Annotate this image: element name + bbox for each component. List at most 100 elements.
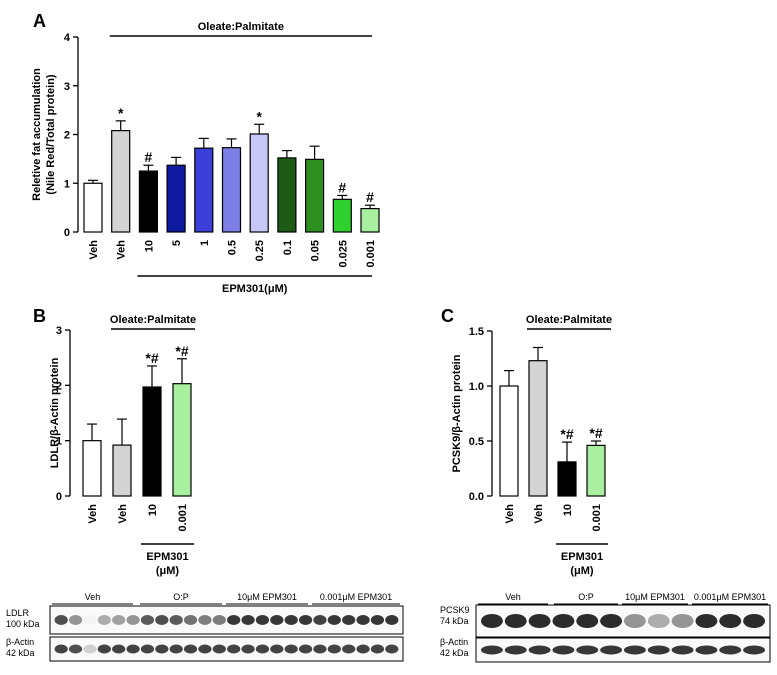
- blot-band: [126, 644, 140, 654]
- panel-b: B 0 1 2 3 LDLR/β-Actin protein Veh Veh *# 10 *# 0.0…: [33, 306, 196, 577]
- blot-band: [719, 645, 742, 655]
- bar: [138, 170, 158, 233]
- blot-band: [112, 615, 126, 625]
- significance-label: #: [338, 179, 346, 195]
- bar: [111, 130, 131, 233]
- blot-group-label: 10μM EPM301: [625, 592, 685, 602]
- bar: [586, 444, 606, 497]
- significance-label: *#: [145, 350, 158, 366]
- y-tick-label: 0: [64, 227, 70, 239]
- blot-row-label: β-Actin: [440, 637, 468, 647]
- dose-label: EPM301: [561, 551, 603, 563]
- blot-band: [298, 644, 313, 654]
- significance-label: *#: [589, 425, 602, 441]
- blot-band: [198, 644, 212, 654]
- blot-band: [528, 645, 551, 655]
- blot-group-label: Veh: [505, 592, 521, 602]
- blot-band: [385, 615, 399, 625]
- blot-band: [83, 644, 97, 654]
- bar: [172, 383, 192, 497]
- x-tick-label: 0.025: [337, 240, 349, 268]
- x-tick-label: 0.001: [365, 240, 377, 268]
- blot-band: [97, 615, 111, 625]
- x-tick-label: Veh: [533, 504, 545, 524]
- blot-band: [298, 615, 313, 625]
- blot-band: [155, 644, 169, 654]
- blot-band: [719, 614, 742, 628]
- blot-band: [576, 614, 599, 628]
- blot-band: [695, 645, 718, 655]
- blot-band: [504, 614, 527, 628]
- significance-label: *#: [175, 343, 188, 359]
- x-tick-label: 10: [147, 504, 159, 516]
- y-tick-label: 2: [64, 130, 70, 142]
- bar: [166, 164, 186, 233]
- significance-label: *: [118, 105, 124, 121]
- blot-band: [227, 644, 241, 654]
- treatment-label: Oleate:Palmitate: [198, 21, 284, 33]
- blot-band: [327, 615, 341, 625]
- blot-group-label: O:P: [578, 592, 594, 602]
- blot-kda-label: 74 kDa: [440, 616, 469, 626]
- blot-group-label: 10μM EPM301: [237, 592, 297, 602]
- blot-band: [227, 615, 241, 625]
- bar: [528, 360, 548, 497]
- x-tick-label: 1: [199, 240, 211, 246]
- blot-band: [255, 644, 270, 654]
- x-tick-label: Veh: [504, 504, 516, 524]
- y-tick-label: 0.0: [469, 491, 484, 503]
- bar: [249, 133, 269, 233]
- blot-band: [528, 614, 551, 628]
- bar: [194, 147, 214, 233]
- blot-band: [695, 614, 718, 628]
- blot-kda-label: 42 kDa: [6, 648, 35, 658]
- blot-group-label: 0.001μM EPM301: [320, 592, 392, 602]
- y-tick-label: 1: [56, 436, 62, 448]
- blot-kda-label: 100 kDa: [6, 619, 40, 629]
- bar: [305, 158, 325, 233]
- blot-group-label: Veh: [85, 592, 101, 602]
- blot-band: [241, 644, 255, 654]
- blot-band: [600, 645, 623, 655]
- blot-band: [480, 614, 503, 628]
- x-tick-label: Veh: [88, 240, 100, 260]
- panel-c: C 0.0 0.5 1.0 1.5 PCSK9/β-Actin protein Veh Veh…: [441, 306, 612, 577]
- x-tick-label: 10: [562, 504, 574, 516]
- blot-band: [255, 615, 270, 625]
- x-tick-label: 0.1: [282, 240, 294, 255]
- x-tick-label: 0.5: [227, 240, 239, 255]
- y-tick-label: 1.5: [469, 326, 484, 338]
- x-tick-label: 5: [171, 240, 183, 246]
- blot-band: [284, 615, 298, 625]
- dose-label: (μM): [570, 565, 594, 577]
- blot-band: [112, 644, 126, 654]
- significance-label: #: [366, 189, 374, 205]
- bar: [221, 147, 242, 233]
- blot-band: [671, 645, 694, 655]
- blot-band: [743, 645, 766, 655]
- bar: [360, 208, 380, 233]
- bar: [112, 444, 132, 497]
- blot-band: [600, 614, 623, 628]
- blot-band: [183, 615, 198, 625]
- y-tick-label: 3: [56, 325, 62, 337]
- bar: [332, 198, 352, 233]
- blot-band: [126, 615, 140, 625]
- blot-band: [140, 615, 155, 625]
- blot-group-label: O:P: [173, 592, 189, 602]
- panel-letter: B: [33, 306, 46, 326]
- significance-label: *#: [560, 426, 573, 442]
- blot-band: [198, 615, 212, 625]
- y-axis-label: Reletive fat accumulation: [31, 68, 43, 201]
- significance-label: #: [145, 149, 153, 165]
- bar: [277, 157, 297, 233]
- panel-letter: C: [441, 306, 454, 326]
- blot-row-label: LDLR: [6, 608, 30, 618]
- blot-band: [140, 644, 155, 654]
- blot-band: [370, 644, 385, 654]
- blot-band: [313, 644, 327, 654]
- blot-kda-label: 42 kDa: [440, 648, 469, 658]
- blot-band: [356, 615, 370, 625]
- bar: [82, 440, 102, 497]
- bar: [83, 182, 103, 233]
